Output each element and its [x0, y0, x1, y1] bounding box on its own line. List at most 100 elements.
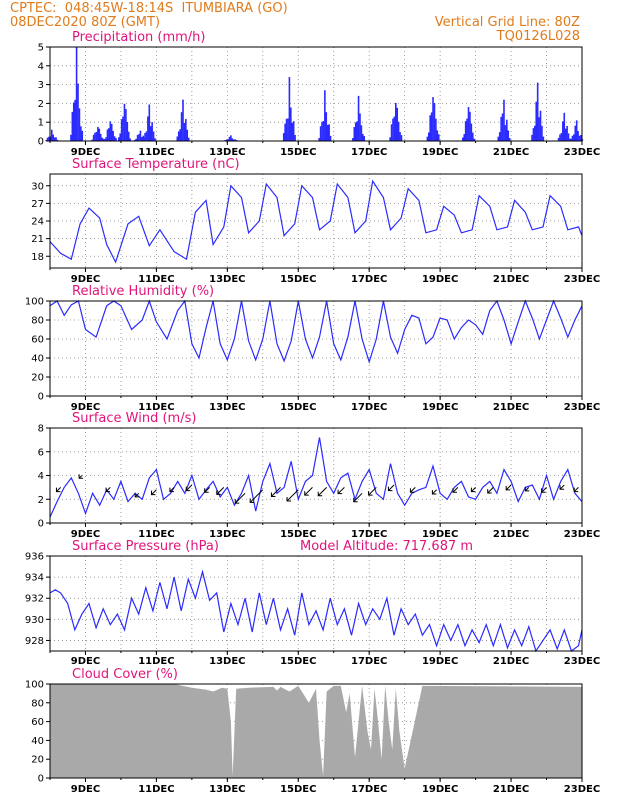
precipitation-bar — [55, 137, 57, 141]
precipitation-bar — [580, 134, 582, 141]
precipitation-bar — [427, 132, 430, 141]
cloud-cover-area — [50, 684, 582, 778]
precipitation-bar — [578, 135, 581, 141]
temperature-ytick-label: 27 — [31, 199, 44, 210]
precipitation-bar — [400, 135, 403, 141]
precipitation-bar — [396, 107, 399, 141]
precipitation-bar — [328, 124, 330, 141]
wind-direction-arrow — [271, 487, 281, 497]
precipitation-bar — [464, 121, 467, 141]
precipitation-xtick-label: 21DEC — [493, 147, 529, 158]
precipitation-bar — [125, 109, 127, 141]
precipitation-bar — [142, 137, 145, 141]
precipitation-bar — [133, 139, 136, 141]
precipitation-bar — [360, 125, 363, 141]
humidity-xtick-label: 11DEC — [138, 402, 174, 413]
pressure-xtick-label: 9DEC — [71, 656, 100, 667]
wind-direction-arrow — [317, 487, 327, 497]
precipitation-bar — [91, 139, 94, 141]
precipitation-bar — [567, 133, 570, 141]
wind-arrow-head — [234, 499, 240, 504]
wind-xtick-label: 13DEC — [209, 529, 245, 540]
humidity-xtick-label: 13DEC — [209, 402, 245, 413]
precipitation-bar — [72, 102, 75, 141]
precipitation-bar — [103, 139, 106, 141]
precipitation-bar — [139, 130, 142, 141]
wind-direction-arrow — [249, 489, 264, 503]
cloud-cover-xtick-label: 21DEC — [493, 784, 529, 795]
precipitation-bar — [228, 136, 231, 141]
pressure-ytick-label: 932 — [25, 594, 44, 605]
precipitation-ytick-label: 2 — [38, 99, 44, 110]
wind-ytick-label: 8 — [38, 424, 44, 435]
precipitation-bar — [433, 103, 436, 141]
cloud-cover-ytick-label: 40 — [31, 736, 44, 747]
cloud-cover-ytick-label: 20 — [31, 755, 44, 766]
precipitation-bar — [290, 107, 292, 141]
cloud-cover-ytick-label: 100 — [25, 680, 44, 691]
wind-arrow-head — [541, 488, 546, 493]
precipitation-bar — [389, 137, 391, 141]
precipitation-bar — [573, 134, 575, 141]
precipitation-bar — [102, 138, 105, 141]
wind-ytick-label: 6 — [38, 447, 44, 458]
header-grid-note: Vertical Grid Line: 80Z — [434, 15, 580, 30]
precipitation-bar — [56, 139, 59, 141]
precipitation-bar — [97, 126, 99, 141]
wind-direction-arrow — [471, 487, 476, 492]
wind-direction-arrow — [541, 487, 547, 493]
wind-arrow-head — [304, 491, 309, 496]
precipitation-bar — [225, 139, 228, 141]
precipitation-bar — [136, 134, 139, 141]
wind-direction-arrow — [452, 487, 459, 493]
cloud-cover-xtick-label: 13DEC — [209, 784, 245, 795]
wind-direction-arrow — [368, 487, 377, 496]
precipitation-bar — [321, 121, 323, 141]
precipitation-bar — [138, 134, 140, 141]
precipitation-bar — [141, 137, 143, 141]
cloud-cover-ytick-label: 60 — [31, 717, 44, 728]
pressure-xtick-label: 15DEC — [280, 656, 316, 667]
precipitation-bar — [574, 125, 577, 141]
wind-arrow-head — [337, 489, 343, 495]
wind-series-line — [49, 437, 583, 518]
temperature-xtick-label: 19DEC — [422, 274, 458, 285]
cloud-cover-frame — [49, 683, 583, 779]
precipitation-bar — [154, 138, 156, 141]
wind-xtick-label: 17DEC — [351, 529, 387, 540]
precipitation-bar — [318, 138, 320, 141]
precipitation-bar — [106, 129, 109, 141]
precipitation-bar — [357, 95, 360, 141]
wind-direction-arrow — [56, 487, 61, 492]
temperature-xtick-label: 23DEC — [564, 274, 600, 285]
humidity-xtick-label: 9DEC — [71, 402, 100, 413]
precipitation-bar — [105, 137, 107, 141]
pressure-title: Surface Pressure (hPa) — [72, 539, 219, 554]
pressure-xtick-label: 23DEC — [564, 656, 600, 667]
pressure-ytick-label: 936 — [25, 552, 44, 563]
precipitation-ytick-label: 0 — [38, 137, 44, 148]
precipitation-bar — [75, 47, 78, 141]
precipitation-bar — [462, 137, 464, 141]
precipitation-bar — [352, 138, 354, 141]
precipitation-xtick-label: 23DEC — [564, 147, 600, 158]
precipitation-bar — [123, 103, 126, 141]
precipitation-bar — [126, 121, 129, 141]
precipitation-bar — [115, 137, 117, 141]
precipitation-bar — [539, 110, 542, 141]
precipitation-bar — [186, 129, 189, 141]
wind-arrow-head — [151, 490, 156, 496]
wind-arrow-head — [286, 496, 292, 502]
precipitation-bar — [95, 131, 98, 141]
wind-direction-arrow — [337, 487, 345, 495]
precipitation-bar — [506, 119, 508, 141]
precipitation-bar — [81, 130, 84, 141]
humidity-xtick-label: 19DEC — [422, 402, 458, 413]
precipitation-bar — [497, 136, 500, 141]
wind-direction-arrow — [105, 487, 111, 492]
precipitation-bar — [291, 122, 294, 141]
precipitation-bar — [101, 137, 103, 141]
precipitation-bar — [187, 137, 190, 141]
precipitation-bar — [183, 122, 186, 141]
